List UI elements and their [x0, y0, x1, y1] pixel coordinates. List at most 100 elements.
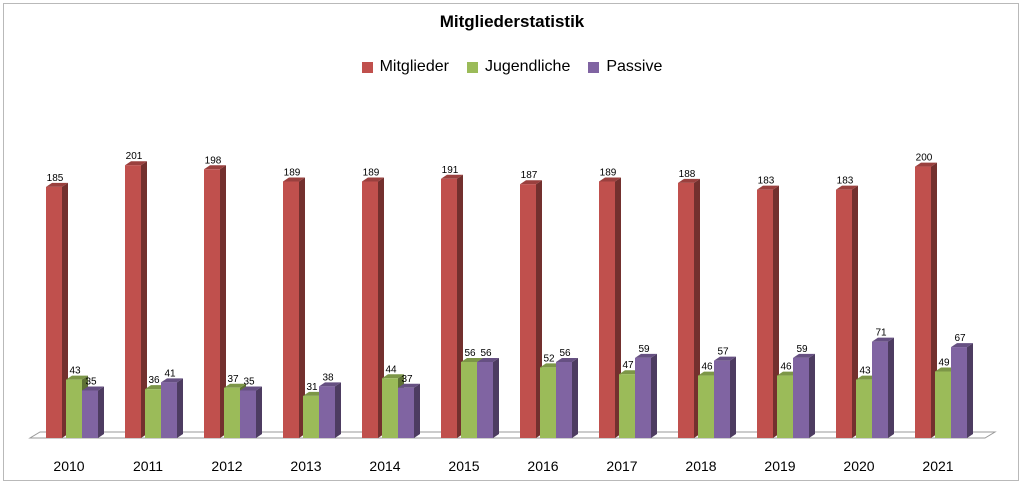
bar-jugendliche-2010 — [66, 379, 82, 438]
data-label-passive-2014: 37 — [401, 374, 413, 385]
bar-mitglieder-2015 — [441, 178, 457, 439]
bar-mitglieder-2011 — [125, 165, 141, 438]
data-label-mitglieder-2011: 201 — [126, 151, 143, 162]
bar-side-passive-2019 — [809, 353, 815, 438]
bar-jugendliche-2016 — [540, 367, 556, 438]
legend-swatch-mitglieder — [361, 61, 373, 73]
bar-side-passive-2014 — [414, 383, 420, 438]
x-tick-label-2018: 2018 — [685, 458, 716, 474]
data-label-mitglieder-2010: 185 — [47, 173, 64, 184]
data-label-jugendliche-2020: 43 — [859, 366, 871, 377]
data-label-passive-2020: 71 — [875, 328, 887, 339]
data-label-passive-2012: 35 — [243, 377, 255, 388]
data-label-mitglieder-2016: 187 — [521, 170, 538, 181]
bar-top-mitglieder-2013 — [283, 177, 305, 182]
bar-top-mitglieder-2016 — [520, 180, 542, 185]
bar-side-passive-2016 — [572, 358, 578, 438]
bar-top-mitglieder-2014 — [362, 177, 384, 182]
data-label-mitglieder-2014: 189 — [363, 168, 380, 179]
x-tick-label-2010: 2010 — [53, 458, 84, 474]
x-tick-label-2012: 2012 — [211, 458, 242, 474]
bar-passive-2012 — [240, 390, 256, 438]
x-tick-label-2015: 2015 — [448, 458, 479, 474]
bar-mitglieder-2019 — [757, 189, 773, 438]
bar-jugendliche-2011 — [145, 389, 161, 438]
bar-side-passive-2015 — [493, 358, 499, 438]
legend-item-mitglieder: Mitglieder — [361, 58, 449, 76]
bar-side-mitglieder-2019 — [773, 185, 779, 438]
bar-side-passive-2012 — [256, 386, 262, 438]
bar-side-passive-2018 — [730, 356, 736, 438]
bar-jugendliche-2021 — [935, 371, 951, 438]
bar-passive-2017 — [635, 357, 651, 438]
bar-mitglieder-2017 — [599, 181, 615, 438]
data-label-mitglieder-2018: 188 — [679, 169, 696, 180]
bar-top-jugendliche-2012 — [224, 383, 246, 388]
x-tick-label-2016: 2016 — [527, 458, 558, 474]
bar-top-passive-2013 — [319, 382, 341, 387]
data-label-mitglieder-2012: 198 — [205, 155, 222, 166]
x-tick-label-2017: 2017 — [606, 458, 637, 474]
bar-mitglieder-2014 — [362, 181, 378, 438]
bar-passive-2014 — [398, 387, 414, 438]
data-label-jugendliche-2021: 49 — [938, 358, 950, 369]
bar-jugendliche-2019 — [777, 375, 793, 438]
bar-top-passive-2020 — [872, 337, 894, 342]
data-label-mitglieder-2015: 191 — [442, 165, 459, 176]
data-label-jugendliche-2015: 56 — [464, 348, 476, 359]
bar-passive-2010 — [82, 390, 98, 438]
data-label-mitglieder-2020: 183 — [837, 176, 854, 187]
bar-mitglieder-2013 — [283, 181, 299, 438]
bar-passive-2021 — [951, 347, 967, 438]
bar-top-passive-2010 — [82, 386, 104, 391]
bar-mitglieder-2020 — [836, 189, 852, 438]
bar-side-mitglieder-2012 — [220, 165, 226, 439]
bar-jugendliche-2015 — [461, 362, 477, 438]
x-tick-label-2013: 2013 — [290, 458, 321, 474]
bar-top-passive-2021 — [951, 343, 973, 348]
data-label-passive-2015: 56 — [480, 348, 492, 359]
x-tick-label-2011: 2011 — [133, 458, 163, 474]
bar-top-mitglieder-2020 — [836, 185, 858, 190]
chart-title: Mitgliederstatistik — [439, 12, 585, 31]
data-label-jugendliche-2012: 37 — [227, 374, 239, 385]
bar-jugendliche-2020 — [856, 379, 872, 438]
data-label-passive-2019: 59 — [796, 344, 808, 355]
bar-top-jugendliche-2014 — [382, 374, 404, 379]
data-label-passive-2021: 67 — [954, 333, 966, 344]
bar-top-mitglieder-2021 — [915, 162, 937, 167]
bar-side-passive-2013 — [335, 382, 341, 438]
data-label-jugendliche-2019: 46 — [780, 362, 792, 373]
legend-label-passive: Passive — [606, 58, 663, 75]
legend-label-jugendliche: Jugendliche — [484, 58, 571, 75]
data-label-jugendliche-2010: 43 — [69, 366, 81, 377]
x-tick-label-2021: 2021 — [922, 458, 953, 474]
bar-jugendliche-2012 — [224, 387, 240, 438]
bar-side-mitglieder-2021 — [931, 162, 937, 439]
data-label-mitglieder-2021: 200 — [916, 153, 933, 164]
bar-passive-2019 — [793, 357, 809, 438]
bar-top-passive-2018 — [714, 356, 736, 361]
bar-passive-2011 — [161, 382, 177, 438]
bar-side-passive-2010 — [98, 386, 104, 438]
bar-passive-2015 — [477, 362, 493, 438]
x-tick-label-2019: 2019 — [764, 458, 795, 474]
bar-top-mitglieder-2011 — [125, 161, 147, 166]
data-label-mitglieder-2017: 189 — [600, 168, 617, 179]
bar-top-mitglieder-2012 — [204, 165, 226, 170]
bar-side-passive-2011 — [177, 378, 183, 438]
bar-passive-2018 — [714, 360, 730, 438]
bar-top-passive-2016 — [556, 358, 578, 362]
legend: Mitglieder Jugendliche Passive — [0, 58, 1024, 76]
bar-passive-2020 — [872, 341, 888, 438]
bar-top-mitglieder-2010 — [46, 182, 68, 187]
legend-swatch-passive — [588, 61, 600, 73]
data-label-passive-2013: 38 — [322, 372, 334, 383]
data-label-jugendliche-2013: 31 — [306, 382, 318, 393]
data-label-passive-2011: 41 — [164, 368, 176, 379]
bar-side-passive-2021 — [967, 343, 973, 438]
bar-side-mitglieder-2013 — [299, 177, 305, 438]
bar-top-passive-2014 — [398, 383, 420, 388]
bar-side-passive-2020 — [888, 337, 894, 438]
